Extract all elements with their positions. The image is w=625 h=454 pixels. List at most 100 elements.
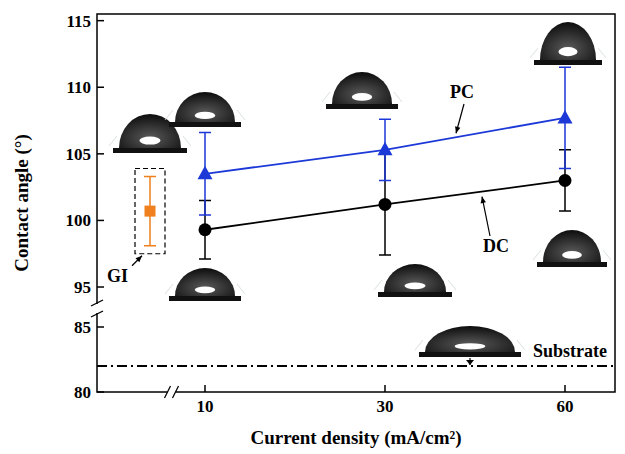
droplet-needle [165, 110, 173, 120]
droplet-needle [322, 92, 330, 102]
label-arrow [456, 104, 464, 133]
droplet-base [537, 262, 607, 267]
droplet-base [169, 122, 241, 127]
droplet-photo [322, 72, 402, 109]
droplet-highlight [455, 343, 486, 349]
axis-break [91, 300, 103, 306]
droplet-body [332, 72, 392, 104]
axis-break [173, 386, 179, 398]
y-tick-label: 115 [66, 12, 91, 31]
marker-circle [379, 198, 392, 211]
series-1 [198, 67, 573, 215]
error-bar [144, 176, 156, 245]
y-tick [97, 153, 104, 155]
axis-break [165, 386, 171, 398]
droplet-base [378, 292, 452, 297]
droplet-needle [517, 340, 525, 350]
marker-circle [559, 174, 572, 187]
series-label: DC [483, 236, 509, 256]
droplet-base [113, 148, 187, 153]
droplet-base [419, 352, 521, 357]
droplet-body [540, 22, 596, 60]
droplet-body [175, 92, 235, 122]
arrow-head [455, 126, 460, 133]
plot-frame [97, 14, 615, 392]
y-axis-title: Contact angle (°) [11, 134, 33, 271]
droplet-needle [109, 136, 117, 146]
y-tick [97, 220, 104, 222]
marker-triangle [558, 110, 573, 124]
droplet-needle [183, 136, 191, 146]
droplet-needle [374, 280, 382, 290]
droplet-photo [165, 92, 245, 127]
droplet-base [534, 60, 602, 65]
x-tick [564, 385, 566, 392]
droplet-needle [530, 48, 538, 58]
y-tick-label: 80 [74, 383, 91, 402]
droplet-highlight [558, 47, 577, 56]
reference-line [97, 365, 615, 367]
y-tick-label: 100 [66, 211, 92, 230]
group-box [135, 168, 165, 253]
y-tick [97, 86, 104, 88]
droplet-needle [237, 110, 245, 120]
droplet-photo [165, 268, 245, 301]
series-0 [144, 176, 156, 245]
droplet-needle [448, 280, 456, 290]
droplet-highlight [195, 112, 215, 119]
x-axis-title: Current density (mA/cm²) [250, 427, 461, 449]
droplet-photo [415, 326, 525, 357]
droplet-needle [394, 92, 402, 102]
axis-break-gap [93, 304, 101, 313]
x-tick [204, 385, 206, 392]
droplet-body [175, 268, 235, 296]
series-lower [97, 366, 615, 367]
droplet-needle [165, 284, 173, 294]
x-tick-label: 60 [557, 397, 574, 416]
y-tick-label: 110 [66, 78, 91, 97]
y-tick [97, 20, 104, 22]
y-tick-label: 95 [74, 278, 91, 297]
marker-triangle [198, 166, 213, 180]
x-tick-label: 10 [197, 397, 214, 416]
droplet-body [384, 264, 446, 292]
droplet-photo [374, 264, 456, 297]
droplet-highlight [562, 251, 582, 259]
droplet-highlight [139, 136, 160, 144]
arrow-head [481, 197, 486, 204]
series-upper [144, 67, 573, 259]
droplet-base [169, 296, 241, 301]
series-label: PC [450, 82, 474, 102]
label-arrow [132, 256, 142, 266]
y-tick-label: 85 [74, 318, 91, 337]
droplet-needle [533, 250, 541, 260]
y-tick [97, 326, 104, 328]
droplet-body [543, 230, 601, 262]
arrow-head [136, 256, 142, 262]
chart: 95 100 105 110 115 80 85 10 30 60 Contact angle (°… [0, 0, 625, 454]
marker-square [145, 206, 156, 217]
droplet-needle [415, 340, 423, 350]
y-tick-label: 105 [66, 145, 92, 164]
droplet-needle [237, 284, 245, 294]
droplet-highlight [352, 93, 372, 101]
series-label: Substrate [533, 341, 607, 361]
droplet-highlight [404, 282, 425, 289]
arrow-head [466, 360, 474, 365]
x-tick-label: 30 [377, 397, 394, 416]
droplet-needle [598, 48, 606, 58]
marker-circle [199, 223, 212, 236]
droplet-base [326, 104, 398, 109]
droplet-body [119, 114, 181, 148]
axis-break [91, 311, 103, 317]
x-tick [384, 385, 386, 392]
droplet-highlight [195, 286, 215, 293]
series-label: GI [107, 266, 128, 286]
y-tick [97, 286, 104, 288]
y-tick [97, 391, 104, 393]
droplet-photo [530, 22, 606, 65]
droplet-needle [603, 250, 611, 260]
droplet-body [425, 326, 515, 352]
droplet-photo [533, 230, 611, 267]
marker-triangle [378, 142, 393, 156]
